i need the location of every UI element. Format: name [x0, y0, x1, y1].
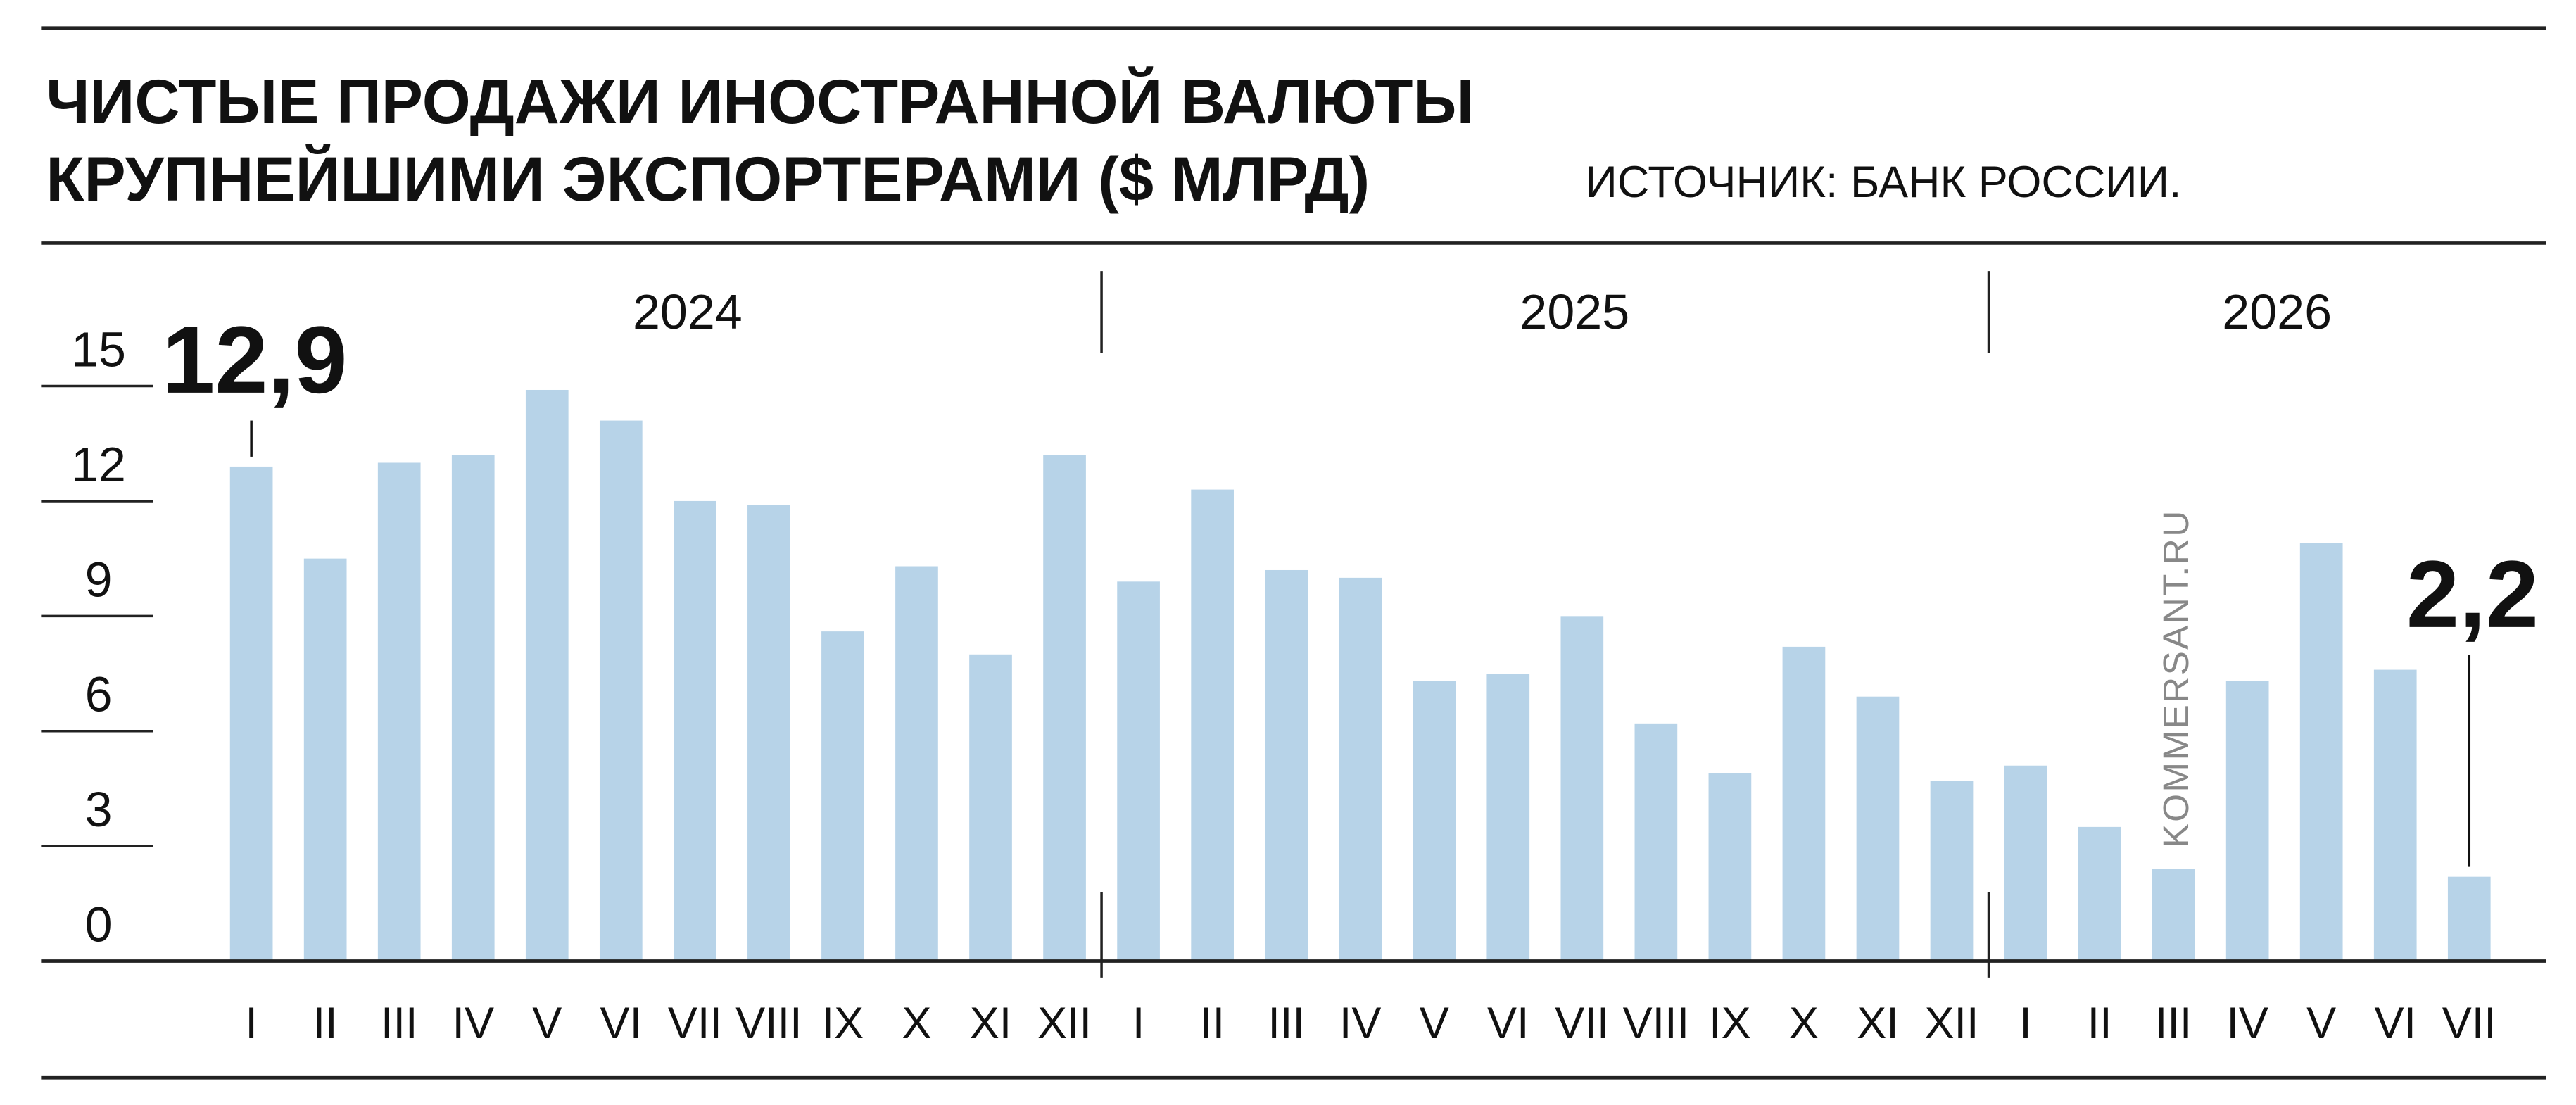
- y-tick-label: 9: [85, 552, 113, 607]
- y-tick-label: 6: [85, 667, 113, 722]
- bar: [377, 462, 421, 961]
- x-tick-label: XII: [1037, 999, 1092, 1048]
- y-tick-label: 0: [85, 897, 113, 952]
- bar: [1043, 455, 1086, 961]
- x-tick-label: IV: [2226, 999, 2268, 1048]
- x-tick-label: X: [902, 999, 931, 1048]
- bar: [747, 505, 790, 961]
- x-tick-label: XII: [1924, 999, 1978, 1048]
- bar: [821, 631, 864, 961]
- y-tick-label: 3: [85, 782, 113, 837]
- x-tick-label: VIII: [1623, 999, 1690, 1048]
- group-label: 2025: [1520, 284, 1629, 339]
- bar: [969, 654, 1012, 961]
- bar: [599, 420, 643, 961]
- x-tick-label: VII: [1555, 999, 1609, 1048]
- value-label: 12,9: [162, 306, 347, 413]
- group-label: 2026: [2222, 284, 2332, 339]
- x-tick-label: XI: [1857, 999, 1899, 1048]
- group-label: 2024: [633, 284, 743, 339]
- bar: [1856, 696, 1900, 961]
- bar: [451, 455, 495, 961]
- x-tick-label: I: [1132, 999, 1145, 1048]
- bar: [525, 389, 569, 961]
- x-tick-label: I: [2019, 999, 2032, 1048]
- bar: [1339, 577, 1382, 961]
- bar: [2225, 681, 2269, 961]
- x-tick-label: III: [381, 999, 418, 1048]
- bar: [229, 466, 273, 961]
- x-tick-label: V: [2306, 999, 2336, 1048]
- y-tick-label: 15: [71, 322, 126, 377]
- x-tick-label: VII: [2442, 999, 2496, 1048]
- x-tick-label: III: [2155, 999, 2192, 1048]
- x-tick-label: VI: [1487, 999, 1529, 1048]
- x-tick-label: VII: [668, 999, 722, 1048]
- bar: [895, 566, 938, 961]
- x-tick-label: V: [532, 999, 562, 1048]
- bar: [674, 500, 716, 961]
- x-tick-label: VI: [600, 999, 643, 1048]
- chart-title: КРУПНЕЙШИМИ ЭКСПОРТЕРАМИ ($ МЛРД): [46, 144, 1370, 214]
- bar: [1634, 723, 1678, 961]
- bar: [303, 558, 347, 961]
- bar: [1117, 581, 1160, 961]
- bar: [2447, 876, 2491, 961]
- x-tick-label: VIII: [735, 999, 802, 1048]
- x-tick-label: II: [2088, 999, 2112, 1048]
- bar: [2299, 543, 2343, 961]
- x-tick-label: I: [245, 999, 258, 1048]
- bar: [1486, 674, 1530, 961]
- x-tick-label: V: [1420, 999, 1449, 1048]
- value-label: 2,2: [2406, 541, 2539, 648]
- x-tick-label: IV: [452, 999, 494, 1048]
- bar: [1191, 489, 1234, 961]
- bar: [1413, 681, 1456, 961]
- bar: [1265, 569, 1308, 961]
- x-tick-label: IX: [822, 999, 864, 1048]
- x-tick-label: X: [1789, 999, 1819, 1048]
- x-tick-label: VI: [2374, 999, 2416, 1048]
- bar: [2152, 869, 2195, 961]
- watermark: KOMMERSANT.RU: [2156, 509, 2196, 847]
- bar: [1782, 646, 1826, 961]
- bar: [1560, 616, 1604, 961]
- bar: [1708, 773, 1752, 961]
- x-tick-label: II: [1200, 999, 1225, 1048]
- source: ИСТОЧНИК: БАНК РОССИИ.: [1585, 158, 2181, 207]
- chart-title: ЧИСТЫЕ ПРОДАЖИ ИНОСТРАННОЙ ВАЛЮТЫ: [46, 66, 1474, 137]
- bar: [1930, 781, 1974, 961]
- y-tick-label: 12: [71, 437, 126, 492]
- bar: [2078, 826, 2121, 961]
- x-tick-label: XI: [970, 999, 1012, 1048]
- x-tick-label: III: [1268, 999, 1305, 1048]
- x-tick-label: IX: [1709, 999, 1751, 1048]
- x-tick-label: IV: [1339, 999, 1382, 1048]
- x-tick-label: II: [313, 999, 338, 1048]
- bar: [2373, 669, 2417, 961]
- bar: [2004, 765, 2047, 961]
